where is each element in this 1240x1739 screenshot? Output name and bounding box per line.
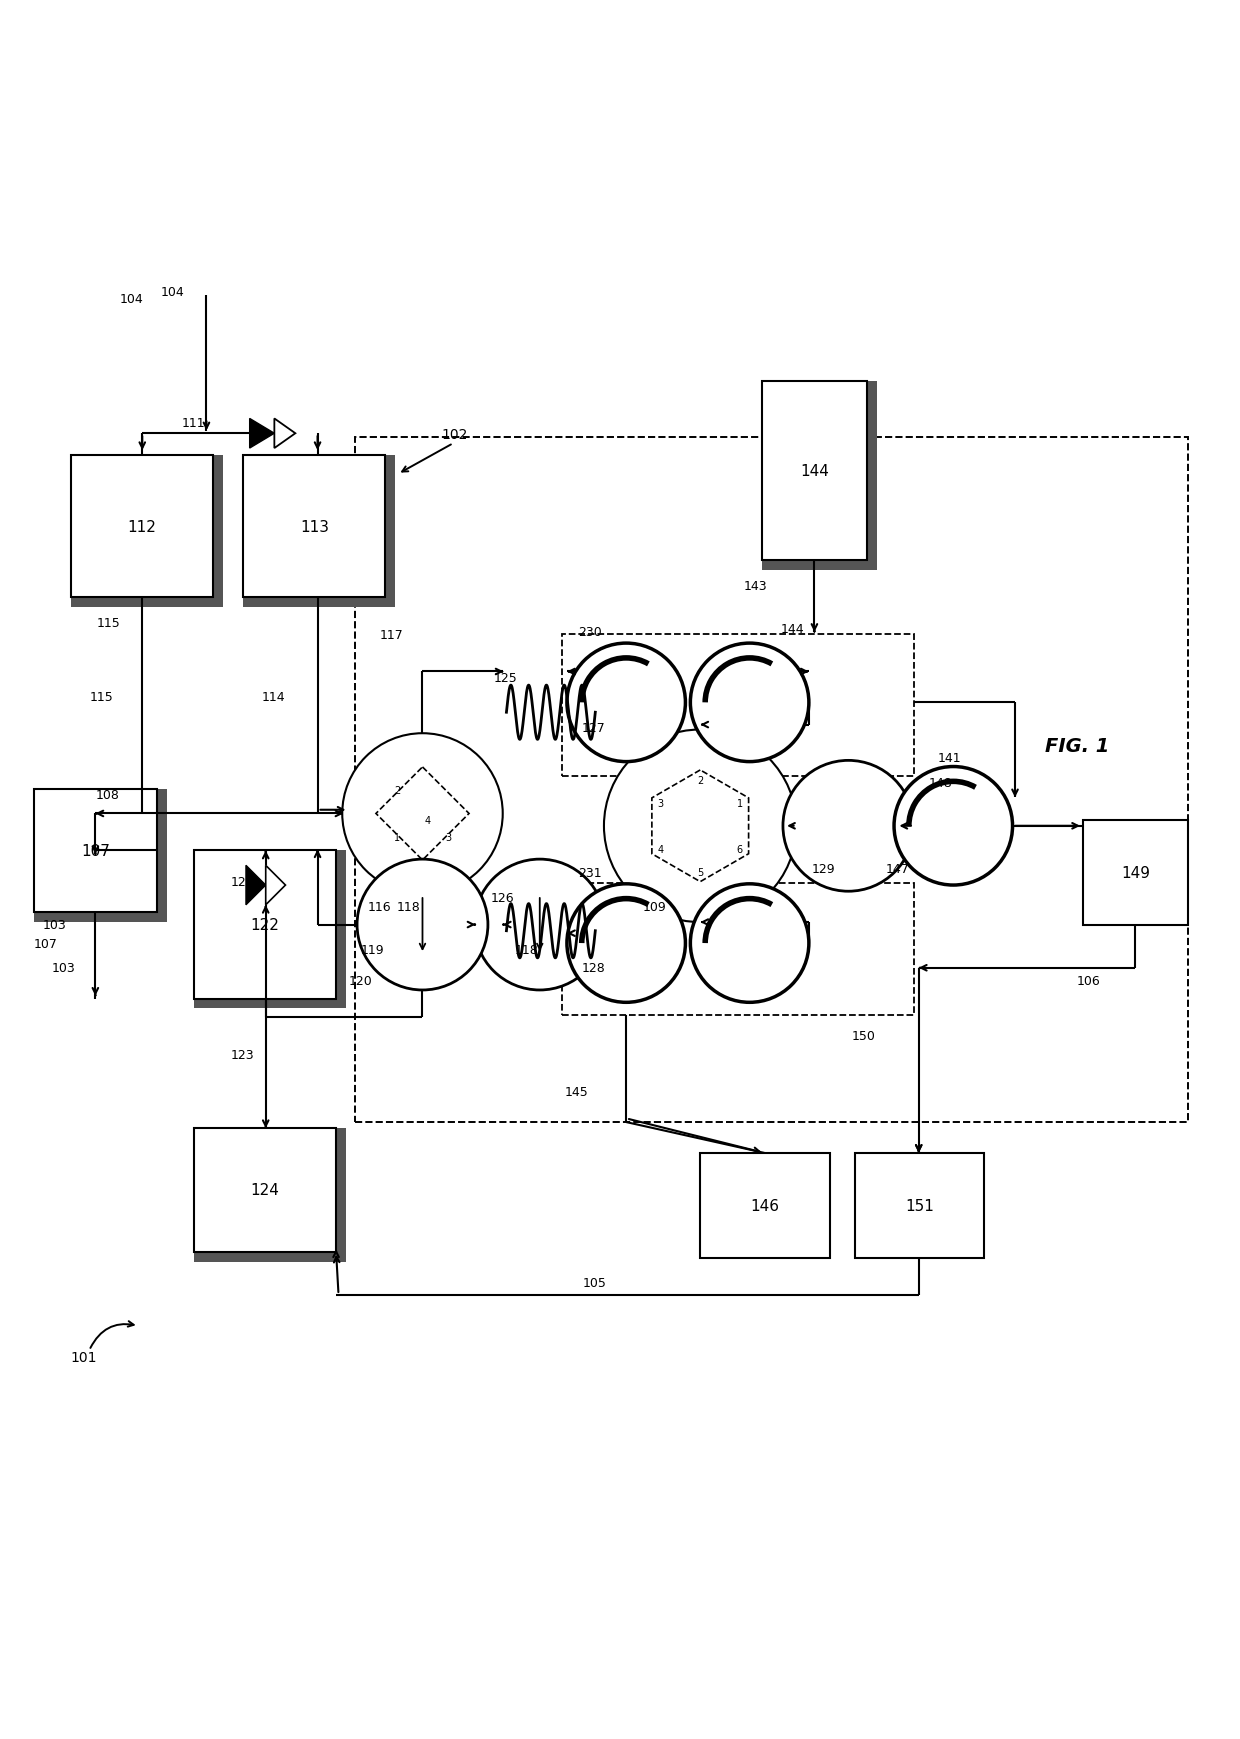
Circle shape bbox=[691, 885, 808, 1003]
Text: 148: 148 bbox=[929, 777, 952, 790]
FancyBboxPatch shape bbox=[243, 456, 386, 598]
Circle shape bbox=[342, 734, 502, 894]
Polygon shape bbox=[246, 866, 265, 906]
Text: 114: 114 bbox=[262, 690, 285, 703]
Text: 118: 118 bbox=[515, 943, 539, 956]
Text: 1: 1 bbox=[737, 798, 743, 809]
FancyBboxPatch shape bbox=[71, 456, 212, 598]
FancyBboxPatch shape bbox=[336, 1129, 346, 1263]
FancyBboxPatch shape bbox=[761, 562, 867, 570]
FancyBboxPatch shape bbox=[854, 1153, 985, 1257]
Text: 103: 103 bbox=[52, 962, 76, 974]
FancyBboxPatch shape bbox=[71, 598, 212, 609]
FancyBboxPatch shape bbox=[195, 850, 336, 998]
Text: 115: 115 bbox=[89, 690, 113, 703]
Text: 109: 109 bbox=[644, 901, 667, 913]
Text: 117: 117 bbox=[379, 628, 403, 642]
FancyBboxPatch shape bbox=[33, 913, 157, 923]
Text: 129: 129 bbox=[811, 863, 835, 876]
Text: 111: 111 bbox=[182, 416, 206, 430]
FancyBboxPatch shape bbox=[867, 383, 877, 570]
Text: 118: 118 bbox=[397, 901, 420, 913]
FancyBboxPatch shape bbox=[33, 790, 157, 913]
Text: 144: 144 bbox=[780, 623, 804, 635]
Text: 151: 151 bbox=[905, 1198, 934, 1214]
Text: 146: 146 bbox=[750, 1198, 780, 1214]
FancyBboxPatch shape bbox=[157, 790, 167, 923]
Text: 6: 6 bbox=[737, 843, 743, 854]
Text: 107: 107 bbox=[33, 937, 57, 949]
Text: 2: 2 bbox=[697, 776, 703, 786]
Polygon shape bbox=[274, 419, 295, 449]
Circle shape bbox=[357, 859, 487, 991]
Text: 103: 103 bbox=[42, 918, 66, 932]
FancyBboxPatch shape bbox=[212, 456, 222, 609]
Text: 112: 112 bbox=[128, 520, 156, 534]
Text: 4: 4 bbox=[424, 816, 430, 826]
FancyBboxPatch shape bbox=[1083, 821, 1188, 925]
Circle shape bbox=[894, 767, 1013, 885]
Text: 4: 4 bbox=[657, 843, 663, 854]
Polygon shape bbox=[265, 866, 285, 906]
FancyBboxPatch shape bbox=[701, 1153, 830, 1257]
Text: 149: 149 bbox=[1121, 864, 1149, 880]
Text: 116: 116 bbox=[368, 901, 392, 913]
FancyBboxPatch shape bbox=[243, 598, 386, 609]
Text: 125: 125 bbox=[494, 671, 518, 685]
Text: 108: 108 bbox=[95, 790, 119, 802]
Text: 231: 231 bbox=[578, 866, 601, 880]
Circle shape bbox=[567, 885, 686, 1003]
Text: 3: 3 bbox=[657, 798, 663, 809]
Text: 141: 141 bbox=[937, 751, 961, 765]
Circle shape bbox=[782, 762, 914, 892]
FancyBboxPatch shape bbox=[195, 1129, 336, 1252]
Text: 104: 104 bbox=[161, 285, 185, 299]
Text: 104: 104 bbox=[120, 292, 144, 306]
Text: 124: 124 bbox=[250, 1183, 279, 1198]
Text: 128: 128 bbox=[582, 962, 605, 974]
Text: 126: 126 bbox=[490, 892, 515, 904]
FancyBboxPatch shape bbox=[386, 456, 396, 609]
Text: 5: 5 bbox=[697, 868, 703, 876]
Text: 102: 102 bbox=[441, 428, 467, 442]
Text: 143: 143 bbox=[744, 579, 768, 593]
FancyBboxPatch shape bbox=[195, 1252, 336, 1263]
Text: 101: 101 bbox=[71, 1349, 97, 1363]
Text: 145: 145 bbox=[564, 1085, 588, 1097]
Text: 121: 121 bbox=[231, 875, 254, 889]
Text: 119: 119 bbox=[361, 943, 384, 956]
Text: 106: 106 bbox=[1076, 974, 1100, 988]
Text: 230: 230 bbox=[578, 626, 601, 640]
Text: 147: 147 bbox=[885, 863, 909, 876]
Text: 123: 123 bbox=[231, 1049, 254, 1061]
Text: 144: 144 bbox=[800, 464, 828, 480]
Circle shape bbox=[475, 859, 605, 991]
Circle shape bbox=[567, 643, 686, 762]
FancyBboxPatch shape bbox=[761, 383, 867, 562]
Text: 105: 105 bbox=[583, 1276, 606, 1289]
Text: 122: 122 bbox=[250, 918, 279, 932]
Polygon shape bbox=[249, 419, 274, 449]
Text: 115: 115 bbox=[97, 616, 120, 630]
Circle shape bbox=[691, 643, 808, 762]
Text: 3: 3 bbox=[445, 833, 451, 842]
FancyBboxPatch shape bbox=[195, 998, 336, 1009]
Circle shape bbox=[604, 730, 796, 923]
FancyBboxPatch shape bbox=[336, 850, 346, 1009]
Text: 1: 1 bbox=[394, 833, 401, 842]
Text: 2: 2 bbox=[394, 786, 401, 796]
Text: FIG. 1: FIG. 1 bbox=[1044, 737, 1109, 756]
Text: 120: 120 bbox=[348, 974, 372, 988]
Text: 150: 150 bbox=[852, 1029, 875, 1043]
Text: 113: 113 bbox=[300, 520, 329, 534]
Text: 127: 127 bbox=[582, 722, 605, 734]
Text: 107: 107 bbox=[81, 843, 110, 859]
